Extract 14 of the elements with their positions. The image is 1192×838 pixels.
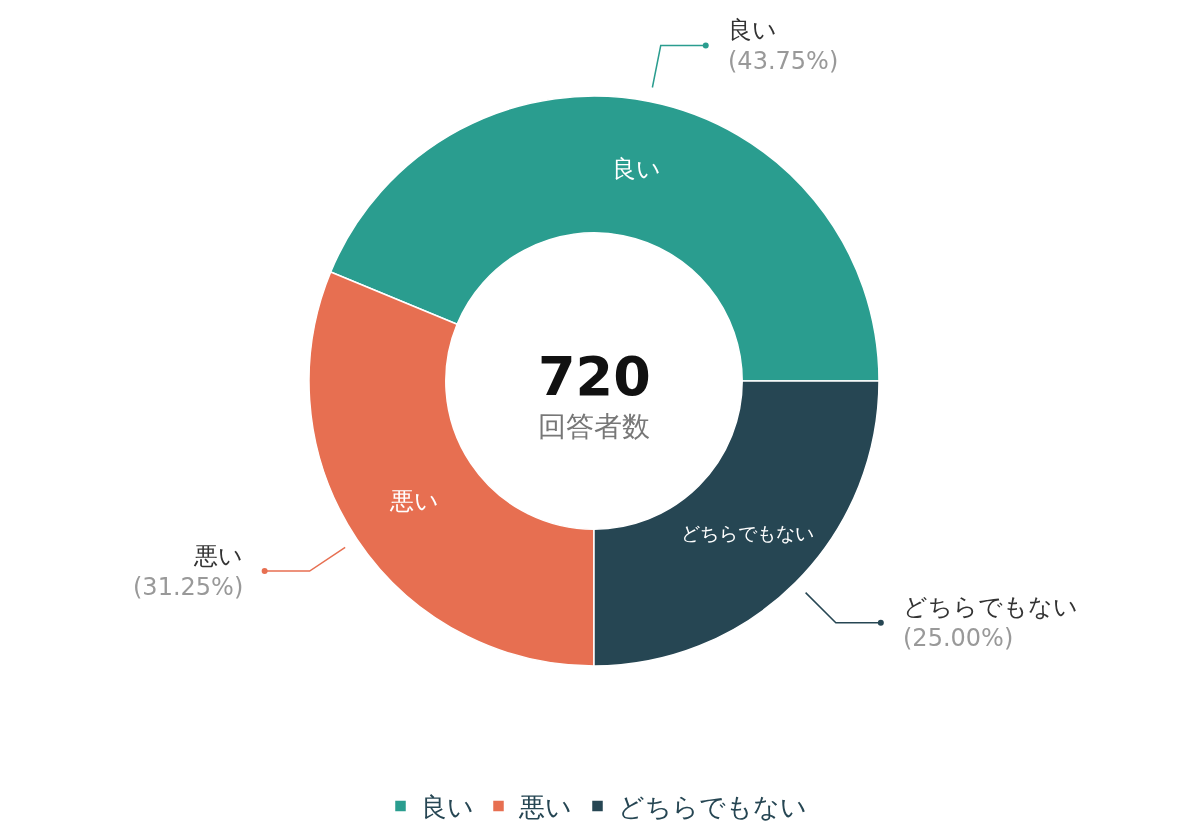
legend-label: 悪い (517, 792, 572, 823)
category-label: 良い (420, 792, 474, 823)
data-label: (43.75%) (728, 47, 839, 76)
text: 720 (538, 345, 651, 408)
data-label: (25.00%) (903, 624, 1014, 653)
data-label: (31.25%) (133, 573, 244, 602)
category-label: どちらでもない (617, 792, 807, 823)
legend-label: 良い (728, 16, 777, 44)
slice-label: どちらでもない (680, 523, 814, 545)
slice-label: 悪い (388, 487, 439, 516)
slice-label: 悪い (193, 542, 244, 570)
text: 回答者数 (538, 410, 650, 443)
legend-label: どちらでもない (903, 593, 1078, 621)
slice-label: 良い (611, 154, 661, 183)
